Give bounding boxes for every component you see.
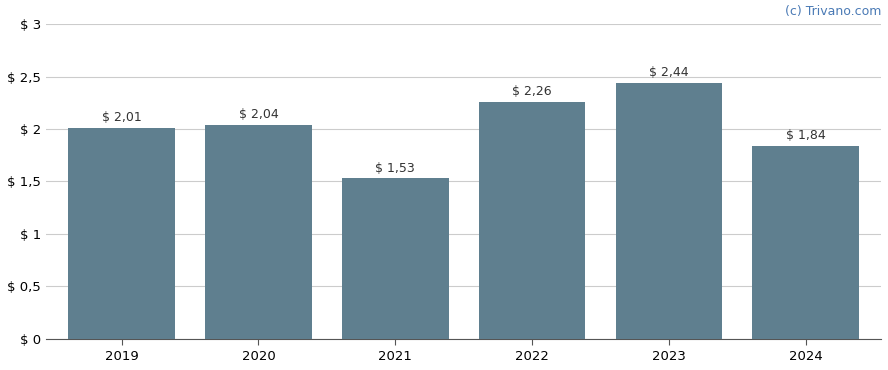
Bar <box>615 83 722 339</box>
Text: $ 1,53: $ 1,53 <box>376 162 416 175</box>
Bar <box>205 125 312 339</box>
Text: $ 2,01: $ 2,01 <box>102 111 141 124</box>
Bar <box>342 178 448 339</box>
Text: $ 1,84: $ 1,84 <box>786 129 826 142</box>
Bar <box>479 102 585 339</box>
Bar <box>68 128 175 339</box>
Bar <box>752 146 860 339</box>
Text: $ 2,04: $ 2,04 <box>239 108 278 121</box>
Text: (c) Trivano.com: (c) Trivano.com <box>785 5 881 18</box>
Text: $ 2,26: $ 2,26 <box>512 85 552 98</box>
Text: $ 2,44: $ 2,44 <box>649 66 689 79</box>
